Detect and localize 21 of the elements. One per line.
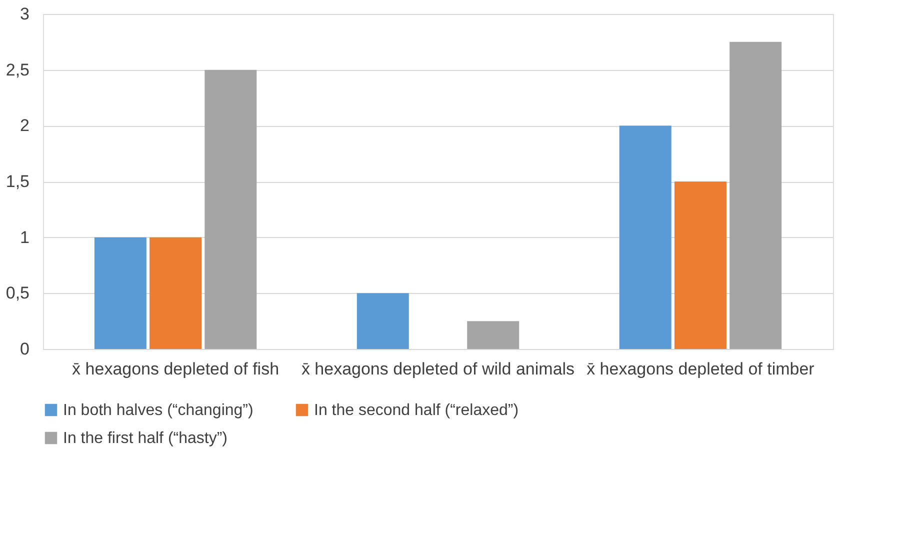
y-tick-label: 3 xyxy=(20,4,30,24)
legend-label: In the first half (“hasty”) xyxy=(63,430,228,447)
bar xyxy=(467,321,520,349)
bar xyxy=(619,126,672,349)
legend-label: In the second half (“relaxed”) xyxy=(314,402,519,419)
bar xyxy=(94,237,146,349)
bar xyxy=(730,42,782,349)
x-tick-label: x̄ hexagons depleted of timber xyxy=(586,360,815,378)
bar xyxy=(150,237,202,349)
y-tick-label: 0,5 xyxy=(6,284,30,303)
bar xyxy=(674,182,726,349)
y-tick-label: 1,5 xyxy=(6,172,30,191)
x-tick-label: x̄ hexagons depleted of fish xyxy=(72,360,280,378)
y-tick-label: 0 xyxy=(20,340,30,358)
y-tick-label: 1 xyxy=(20,228,30,247)
y-tick-label: 2 xyxy=(20,116,30,136)
x-tick-label: x̄ hexagons depleted of wild animals xyxy=(301,360,575,378)
y-tick-label: 2,5 xyxy=(6,60,30,80)
legend-label: In both halves (“changing”) xyxy=(63,402,254,419)
bar xyxy=(204,70,257,349)
bar xyxy=(356,293,409,349)
